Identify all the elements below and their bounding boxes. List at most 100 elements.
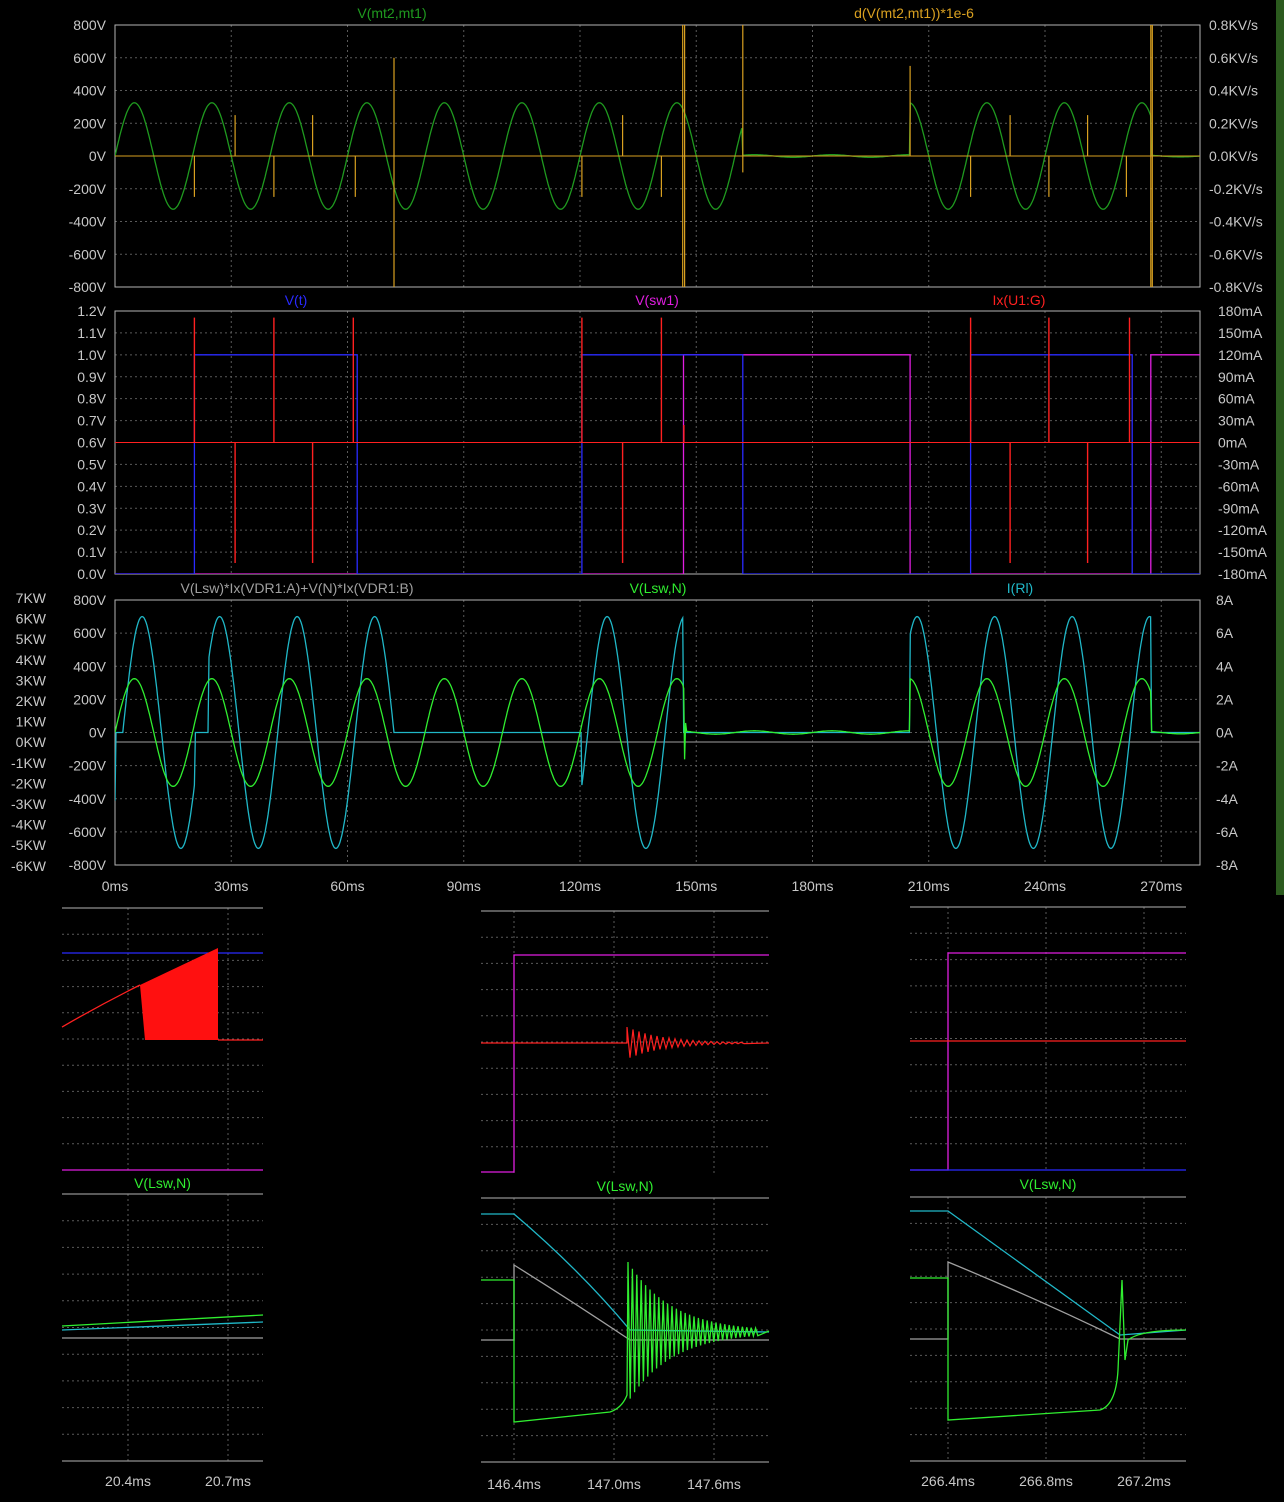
pane3-farleft-tick: 6KW	[16, 611, 47, 627]
pane3-left-tick: 600V	[73, 625, 106, 641]
zoom3-top	[910, 906, 1186, 1171]
pane2-left-tick: 0.9V	[77, 369, 106, 385]
zoom2-top	[481, 910, 770, 1173]
trace-label: V(t)	[285, 292, 308, 308]
pane3-left-tick: -200V	[69, 758, 107, 774]
x-tick: 30ms	[214, 878, 248, 894]
pane3-plot	[115, 615, 1200, 850]
pane2-left-tick: 0.2V	[77, 522, 106, 538]
zoom3-x-tick: 266.4ms	[921, 1473, 975, 1489]
pane1-right-tick: -0.2KV/s	[1209, 181, 1263, 197]
pane3-left-tick: 800V	[73, 592, 106, 608]
pane3-farleft-tick: 2KW	[16, 693, 47, 709]
zoom3-x-tick: 267.2ms	[1117, 1473, 1171, 1489]
x-tick: 150ms	[675, 878, 717, 894]
zoom2-x-tick: 147.0ms	[587, 1476, 641, 1492]
zoom2-x-tick: 146.4ms	[487, 1476, 541, 1492]
pane2-left-tick: 0.0V	[77, 566, 106, 582]
zoom2-trace-label: V(Lsw,N)	[597, 1178, 654, 1194]
zoom3-bottom	[910, 1196, 1187, 1462]
zoom2-vlswn	[481, 1261, 770, 1423]
pane3-right-tick: 2A	[1216, 691, 1234, 707]
x-tick: 120ms	[559, 878, 601, 894]
pane1-right-tick: 0.8KV/s	[1209, 17, 1258, 33]
pane1-right-tick: 0.2KV/s	[1209, 115, 1258, 131]
pane3-farleft-tick: 0KW	[16, 734, 47, 750]
pane3-farleft-tick: 4KW	[16, 652, 47, 668]
pane3-farleft-tick: 7KW	[16, 590, 47, 606]
pane2-left-tick: 0.5V	[77, 456, 106, 472]
pane3-left-tick: 0V	[89, 725, 107, 741]
pane3-right-tick: -2A	[1216, 758, 1238, 774]
pane2-left-tick: 0.1V	[77, 544, 106, 560]
pane2-right-tick: -120mA	[1218, 522, 1268, 538]
trace-label: V(Lsw,N)	[630, 580, 687, 596]
pane3-right-tick: 0A	[1216, 725, 1234, 741]
pane3-farleft-tick: -1KW	[11, 755, 47, 771]
x-tick: 240ms	[1024, 878, 1066, 894]
pane2-right-tick: -180mA	[1218, 566, 1268, 582]
pane1-right-tick: 0.0KV/s	[1209, 148, 1258, 164]
pane2-left-tick: 1.2V	[77, 303, 106, 319]
pane2-right-tick: -150mA	[1218, 544, 1268, 560]
x-tick: 0ms	[102, 878, 128, 894]
pane3-left-tick: -600V	[69, 824, 107, 840]
trace-label: d(V(mt2,mt1))*1e-6	[854, 5, 974, 21]
pane2-right-tick: -90mA	[1218, 500, 1260, 516]
pane2-right-tick: 150mA	[1218, 325, 1263, 341]
pane3-farleft-tick: 3KW	[16, 672, 47, 688]
pane2-right-tick: 60mA	[1218, 391, 1255, 407]
pane3-right-tick: -8A	[1216, 857, 1238, 873]
zoom1-top	[61, 907, 263, 1171]
pane1-left-tick: -800V	[69, 279, 107, 295]
pane2-left-tick: 0.3V	[77, 500, 106, 516]
pane2-plot	[115, 317, 1200, 574]
right-edge-strip	[1276, 0, 1284, 895]
trace-label: Ix(U1:G)	[993, 292, 1046, 308]
zoom3-irl	[910, 1210, 1187, 1336]
pane2-left-tick: 0.8V	[77, 391, 106, 407]
zoom1-trace-label: V(Lsw,N)	[134, 1175, 191, 1191]
pane2-right-tick: 120mA	[1218, 347, 1263, 363]
zoom1-gate-burst	[140, 948, 218, 1040]
pane3-right-tick: -4A	[1216, 791, 1238, 807]
pane2-right-tick: 90mA	[1218, 369, 1255, 385]
zoom1-x-tick: 20.4ms	[105, 1473, 151, 1489]
pane1-left-tick: -600V	[69, 246, 107, 262]
pane1-left-tick: -400V	[69, 214, 107, 230]
pane2-right-tick: -30mA	[1218, 456, 1260, 472]
trace-vsw1	[115, 354, 1200, 574]
pane1-right-tick: 0.6KV/s	[1209, 50, 1258, 66]
pane2-right-tick: 30mA	[1218, 413, 1255, 429]
x-tick: 210ms	[908, 878, 950, 894]
pane3-right-tick: -6A	[1216, 824, 1238, 840]
pane3-left-tick: 200V	[73, 691, 106, 707]
zoom1-irl	[61, 1321, 264, 1331]
pane3-right-tick: 4A	[1216, 658, 1234, 674]
pane1-left-tick: 600V	[73, 50, 106, 66]
zoom2-power	[481, 1263, 769, 1341]
x-tick: 270ms	[1140, 878, 1182, 894]
zoom2-x-tick: 147.6ms	[687, 1476, 741, 1492]
zoom1-vlswn	[61, 1314, 264, 1327]
pane2-right-tick: 180mA	[1218, 303, 1263, 319]
trace-label: V(mt2,mt1)	[357, 5, 426, 21]
pane3-farleft-tick: -4KW	[11, 817, 47, 833]
zoom2-vsw1	[481, 954, 769, 1173]
pane1-left-tick: 800V	[73, 17, 106, 33]
pane1-left-tick: -200V	[69, 181, 107, 197]
x-tick: 180ms	[791, 878, 833, 894]
pane3-left-tick: 400V	[73, 658, 106, 674]
pane1-left-tick: 0V	[89, 148, 107, 164]
trace-label: V(sw1)	[635, 292, 679, 308]
pane2-left-tick: 0.4V	[77, 478, 106, 494]
trace-label: V(Lsw)*Ix(VDR1:A)+V(N)*Ix(VDR1:B)	[181, 580, 414, 596]
trace-vlswn	[115, 677, 1200, 787]
pane1-right-tick: 0.4KV/s	[1209, 83, 1258, 99]
pane1-left-tick: 200V	[73, 115, 106, 131]
zoom3-x-tick: 266.8ms	[1019, 1473, 1073, 1489]
pane1-right-tick: -0.6KV/s	[1209, 246, 1263, 262]
zoom1-x-tick: 20.7ms	[205, 1473, 251, 1489]
pane1-plot	[115, 25, 1200, 287]
pane3-farleft-tick: -6KW	[11, 858, 47, 874]
